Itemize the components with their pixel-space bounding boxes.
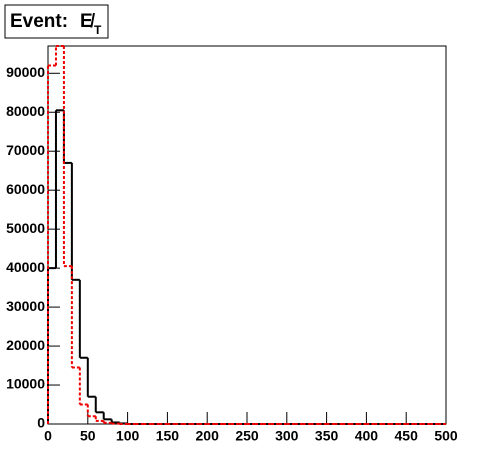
y-tick-label: 40000 xyxy=(6,259,45,275)
chart-title: Event: xyxy=(10,11,68,32)
title-symbol: E̸ xyxy=(80,11,96,32)
x-tick-label: 250 xyxy=(235,428,259,444)
y-tick-label: 90000 xyxy=(6,64,45,80)
y-tick-label: 70000 xyxy=(6,142,45,158)
x-tick-label: 500 xyxy=(434,428,458,444)
x-tick-label: 350 xyxy=(315,428,339,444)
x-tick-label: 400 xyxy=(355,428,379,444)
x-tick-label: 150 xyxy=(156,428,180,444)
y-tick-label: 20000 xyxy=(6,337,45,353)
x-tick-label: 0 xyxy=(44,428,52,444)
x-tick-label: 200 xyxy=(196,428,220,444)
x-tick-label: 450 xyxy=(395,428,419,444)
title-box xyxy=(4,4,109,39)
y-tick-label: 80000 xyxy=(6,103,45,119)
x-tick-label: 50 xyxy=(80,428,96,444)
x-tick-label: 100 xyxy=(116,428,140,444)
title-subscript: T xyxy=(94,23,102,37)
y-tick-label: 10000 xyxy=(6,376,45,392)
y-tick-label: 60000 xyxy=(6,181,45,197)
x-tick-label: 300 xyxy=(275,428,299,444)
y-tick-label: 0 xyxy=(37,415,45,431)
y-tick-label: 50000 xyxy=(6,220,45,236)
y-tick-label: 30000 xyxy=(6,298,45,314)
